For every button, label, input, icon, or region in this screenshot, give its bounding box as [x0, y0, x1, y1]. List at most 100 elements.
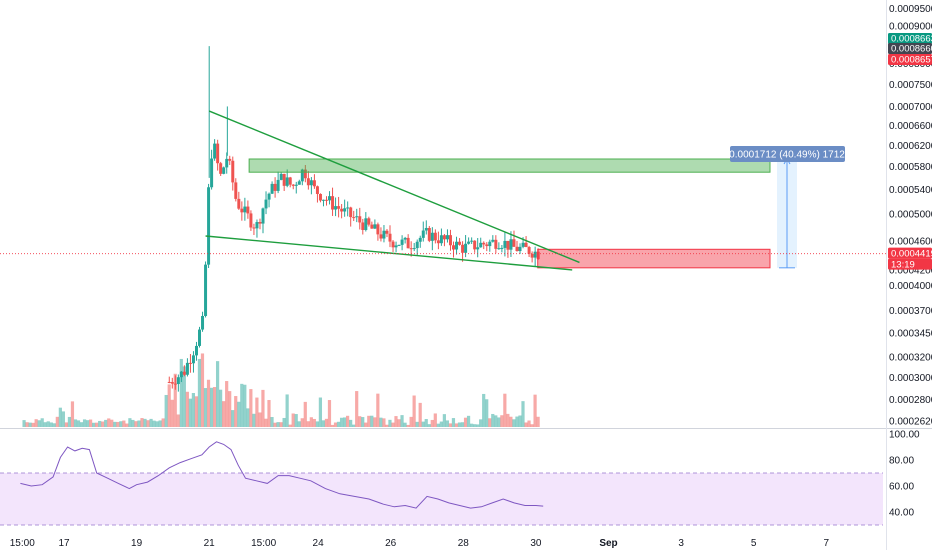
volume-bar: [176, 414, 180, 427]
candle-body: [282, 173, 286, 186]
volume-bar: [376, 393, 380, 427]
volume-bar: [427, 424, 431, 427]
candle-body: [442, 235, 446, 240]
volume-bar: [527, 420, 531, 427]
volume-bar: [285, 394, 289, 427]
time-axis[interactable]: 15:00 17 19 21 15:00 24 26 28 30 Sep 3 5 7: [10, 538, 830, 549]
volume-bar: [46, 421, 50, 427]
candle-body: [448, 235, 452, 246]
volume-bar: [152, 420, 156, 427]
candle-body: [458, 241, 462, 245]
candle-body: [367, 218, 371, 225]
volume-bar: [125, 423, 129, 427]
volume-bar: [479, 419, 483, 427]
price-pane[interactable]: 0.0001712 (40.49%) 1712: [0, 0, 886, 428]
candle-body: [270, 183, 274, 194]
volume-bar: [270, 417, 274, 427]
volume-bar: [300, 418, 304, 427]
volume-bar: [457, 422, 462, 427]
time-tick-label: 3: [678, 538, 684, 549]
volume-bar: [297, 421, 301, 427]
price-tick-label: 0.0005000: [889, 210, 932, 221]
volume-bar: [98, 420, 102, 427]
volume-bar: [279, 422, 283, 427]
volume-bar: [222, 401, 226, 427]
price-tick-label: 0.0002620: [889, 417, 932, 428]
candle-body: [207, 187, 211, 265]
volume-bar: [500, 415, 504, 427]
time-tick-label: 17: [58, 538, 70, 549]
volume-bar: [536, 416, 540, 427]
candle-body: [170, 382, 174, 384]
volume-bar: [228, 391, 232, 427]
volume-bar: [518, 415, 522, 427]
candle-body: [361, 222, 365, 231]
candle-body: [222, 167, 226, 174]
volume-bar: [255, 397, 259, 427]
volume-bar: [225, 381, 229, 427]
target-zone[interactable]: [248, 158, 771, 173]
candle-body: [349, 207, 353, 218]
candle-body: [255, 222, 259, 229]
candle-body: [337, 206, 341, 209]
volume-bar: [194, 396, 199, 427]
time-tick-label: Sep: [599, 538, 617, 549]
upper-trendline[interactable]: [208, 110, 580, 264]
price-pane-bg: [0, 0, 886, 428]
candle-body: [328, 196, 332, 201]
candle-body: [436, 240, 440, 244]
candle-body: [300, 169, 304, 182]
candle-body: [491, 239, 495, 242]
time-tick-label: 28: [458, 538, 470, 549]
volume-bar: [104, 419, 108, 427]
price-tag-label: 0.0008657: [891, 55, 932, 66]
volume-bar: [460, 422, 465, 427]
volume-bar: [385, 424, 389, 427]
candle-body: [421, 230, 425, 238]
volume-bar: [415, 421, 419, 427]
volume-bar: [466, 415, 471, 427]
volume-bar: [469, 423, 474, 427]
candle-body: [315, 186, 319, 194]
candle-body: [261, 208, 265, 224]
volume-bar: [219, 389, 223, 427]
candle-body: [198, 329, 202, 346]
volume-bar: [28, 422, 32, 427]
candle-body: [512, 239, 516, 247]
candle-body: [264, 199, 268, 209]
price-tick-label: 0.0005800: [889, 162, 932, 173]
volume-bar: [303, 401, 307, 427]
volume-bar: [188, 398, 192, 427]
volume-bar: [521, 401, 525, 427]
entry-zone[interactable]: [537, 248, 771, 269]
lower-trendline[interactable]: [205, 235, 573, 271]
volume-bar: [473, 424, 477, 427]
price-tick-label: 0.0005400: [889, 185, 932, 196]
volume-bar: [533, 394, 537, 427]
volume-bar: [158, 420, 162, 427]
price-tag-label: 0.0004419: [891, 248, 932, 259]
rsi-axis[interactable]: 100.00 80.00 60.00 40.00: [889, 430, 920, 519]
volume-bar: [164, 394, 168, 427]
rsi-line: [20, 441, 544, 509]
volume-bar: [146, 420, 150, 427]
candle-body: [433, 232, 437, 241]
volume-bar: [530, 424, 534, 427]
candle-body: [228, 158, 232, 161]
candle-body: [503, 240, 507, 248]
candle-body: [518, 246, 522, 252]
volume-bar: [436, 423, 440, 427]
volume-bar: [358, 416, 362, 427]
volume-bar: [318, 397, 323, 427]
volume-bar: [382, 418, 386, 427]
volume-bar: [215, 361, 220, 427]
rsi-pane[interactable]: [0, 441, 883, 526]
price-axis[interactable]: 0.00095000.00090000.00080000.00075000.00…: [889, 4, 932, 427]
candle-body: [267, 193, 271, 200]
volume-bar: [264, 418, 268, 427]
candle-body: [376, 224, 380, 235]
time-tick-label: 21: [204, 538, 216, 549]
volume-bar: [400, 415, 404, 427]
zones: [248, 158, 771, 269]
